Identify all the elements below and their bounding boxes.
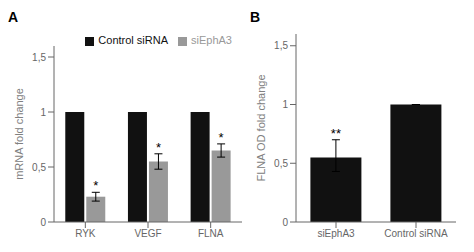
svg-text:FLNA OD fold change: FLNA OD fold change	[255, 74, 267, 181]
svg-text:FLNA: FLNA	[198, 228, 224, 239]
svg-text:*: *	[156, 140, 161, 155]
html-text:siEphA3: siEphA3	[191, 34, 232, 46]
html-text:B: B	[250, 9, 261, 25]
svg-text:1: 1	[282, 99, 288, 110]
svg-text:siEphA3: siEphA3	[317, 228, 355, 239]
svg-text:0: 0	[40, 217, 46, 228]
html-text:A: A	[8, 9, 19, 25]
svg-text:0,5: 0,5	[32, 162, 46, 173]
svg-text:RYK: RYK	[75, 228, 96, 239]
svg-text:mRNA fold change: mRNA fold change	[13, 88, 25, 180]
svg-text:VEGF: VEGF	[134, 228, 161, 239]
svg-text:**: **	[331, 126, 341, 141]
svg-text:*: *	[93, 178, 98, 193]
svg-text:*: *	[219, 130, 224, 145]
svg-text:0,5: 0,5	[274, 158, 288, 169]
svg-text:Control siRNA: Control siRNA	[384, 228, 448, 239]
svg-text:1: 1	[40, 107, 46, 118]
svg-text:0: 0	[282, 217, 288, 228]
svg-text:1,5: 1,5	[32, 52, 46, 63]
html-text:Control siRNA: Control siRNA	[98, 34, 168, 46]
svg-text:1,5: 1,5	[274, 40, 288, 51]
